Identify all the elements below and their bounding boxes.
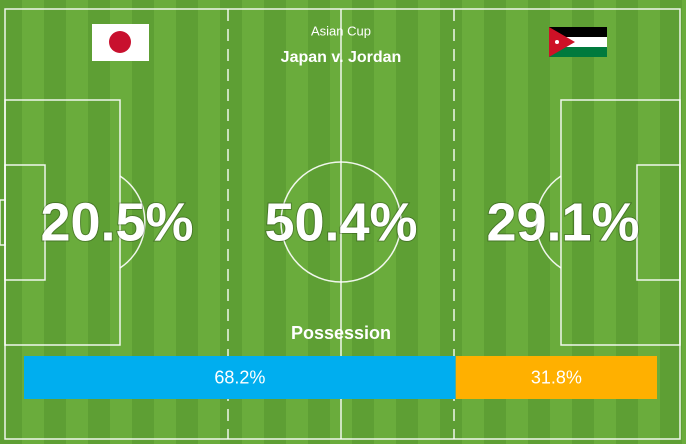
zone-percentage: 50.4% <box>264 192 417 252</box>
zone-percentage: 29.1% <box>486 192 639 252</box>
possession-title: Possession <box>291 323 391 343</box>
match-title: Japan v. Jordan <box>281 49 402 66</box>
japan-flag <box>92 24 149 61</box>
zone-percentage: 20.5% <box>40 192 193 252</box>
possession-label: 68.2% <box>214 367 265 387</box>
possession-label: 31.8% <box>531 367 582 387</box>
possession-bar <box>24 356 456 399</box>
possession-bar <box>455 356 657 399</box>
competition: Asian Cup <box>311 23 371 38</box>
jordan-flag <box>549 27 607 57</box>
